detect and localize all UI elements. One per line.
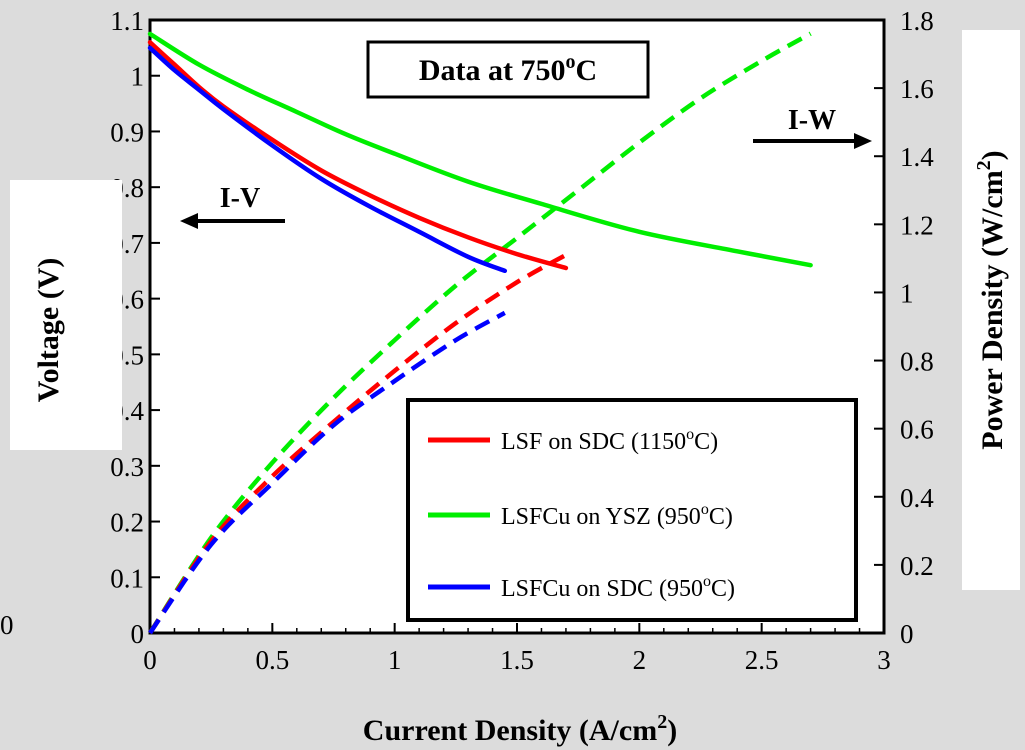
x-tick-label: 1 (388, 645, 402, 675)
y-tick-label: 0 (131, 619, 145, 649)
y2-tick-label: 0.2 (900, 551, 934, 581)
iv-label: I-V (220, 183, 260, 214)
legend-label-lsfcu-sdc: LSFCu on SDC (950oC) (501, 573, 735, 602)
y2-tick-label: 0.8 (900, 347, 934, 377)
power-curve-2 (148, 310, 506, 635)
y2-axis-label: Power Density (W/cm2) (973, 150, 1009, 449)
stray-zero-label: 0 (0, 610, 14, 640)
x-axis-label: Current Density (A/cm2) (363, 711, 677, 747)
y-tick-label: 0.9 (110, 117, 144, 147)
x-tick-label: 2 (633, 645, 647, 675)
y-tick-label: 1.1 (110, 6, 144, 36)
y2-tick-label: 1 (900, 278, 914, 308)
legend: LSF on SDC (1150oC) LSFCu on YSZ (950oC)… (406, 398, 858, 622)
y-tick-label: 0.3 (110, 452, 144, 482)
iw-label: I-W (788, 105, 836, 136)
y-tick-label: 0.1 (110, 563, 144, 593)
y2-tick-label: 1.2 (900, 210, 934, 240)
annotation-text: Data at 750oC (419, 51, 597, 87)
y2-tick-label: 0.6 (900, 415, 934, 445)
x-tick-label: 0.5 (255, 645, 289, 675)
legend-label-lsf-sdc: LSF on SDC (1150oC) (501, 426, 718, 455)
y2-tick-label: 0.4 (900, 483, 934, 513)
x-tick-label: 3 (877, 645, 891, 675)
voltage-curve-1 (147, 31, 813, 268)
legend-label-lsfcu-ysz: LSFCu on YSZ (950oC) (501, 501, 733, 530)
iv-arrowhead (180, 213, 198, 229)
y-tick-label: 1 (131, 62, 145, 92)
x-tick-label: 2.5 (745, 645, 779, 675)
y2-tick-label: 1.4 (900, 142, 934, 172)
annotation-box (366, 40, 650, 99)
x-tick-label: 1.5 (500, 645, 534, 675)
y-tick-label: 0.2 (110, 508, 144, 538)
x-tick-label: 0 (143, 645, 157, 675)
power-curve-1 (148, 31, 812, 635)
y-axis-label: Voltage (V) (32, 258, 65, 403)
voltage-curve-0 (147, 40, 569, 271)
voltage-curve-2 (147, 45, 508, 274)
y2-tick-label: 0 (900, 619, 914, 649)
series-layer (147, 31, 813, 635)
iw-arrowhead (854, 133, 872, 149)
y2-tick-label: 1.8 (900, 6, 934, 36)
y2-tick-label: 1.6 (900, 74, 934, 104)
